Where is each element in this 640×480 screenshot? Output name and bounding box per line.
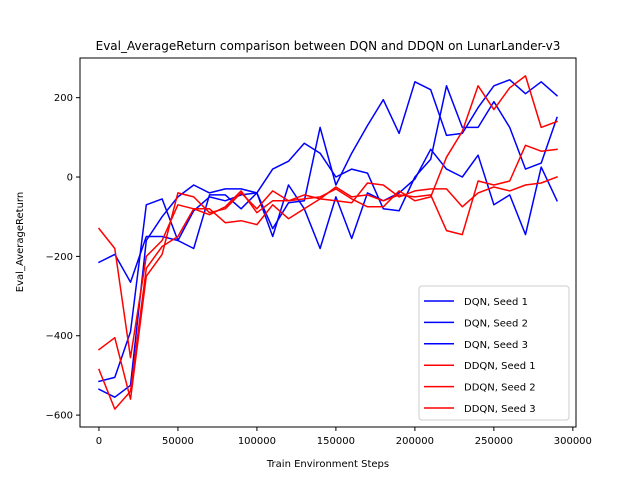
legend: DQN, Seed 1 DQN, Seed 2 DQN, Seed 3 DDQN, S… [418, 285, 570, 421]
series-line-1 [97, 148, 558, 283]
legend-label-3: DQN, Seed 3 [464, 340, 528, 351]
x-tick-label: 50000 [162, 436, 194, 447]
series-line-6 [98, 75, 558, 410]
y-tick-label: −400 [46, 331, 73, 342]
x-tick-label: 200000 [396, 436, 434, 447]
x-tick-label: 250000 [475, 436, 513, 447]
y-axis-label: Eval_AverageReturn [15, 192, 26, 292]
plot-lines [97, 75, 559, 410]
legend-box [418, 285, 570, 421]
y-tick-label: 200 [54, 93, 73, 104]
chart-title: Eval_AverageReturn comparison between DQ… [96, 39, 561, 53]
y-tick-label: −200 [46, 252, 73, 263]
series-line-2 [98, 85, 558, 383]
x-axis: 0 50000 100000 150000 200000 250000 300000 [96, 427, 592, 447]
plot-area-frame [79, 57, 577, 428]
y-tick-label: −600 [46, 411, 73, 422]
legend-label-6: DDQN, Seed 3 [464, 404, 536, 415]
legend-label-2: DQN, Seed 2 [464, 318, 528, 329]
x-tick-label: 0 [96, 436, 102, 447]
legend-label-4: DDQN, Seed 1 [464, 361, 536, 372]
y-tick-label: 0 [67, 173, 73, 184]
series-line-5 [97, 176, 558, 400]
x-tick-label: 300000 [554, 436, 592, 447]
x-axis-label: Train Environment Steps [266, 459, 389, 470]
x-tick-label: 150000 [317, 436, 355, 447]
legend-label-1: DQN, Seed 1 [464, 297, 528, 308]
legend-items: DQN, Seed 1 DQN, Seed 2 DQN, Seed 3 DDQN, S… [424, 297, 536, 415]
legend-label-5: DDQN, Seed 2 [464, 383, 536, 394]
x-tick-label: 100000 [238, 436, 276, 447]
y-axis: −600 −400 −200 0 200 [46, 93, 80, 422]
